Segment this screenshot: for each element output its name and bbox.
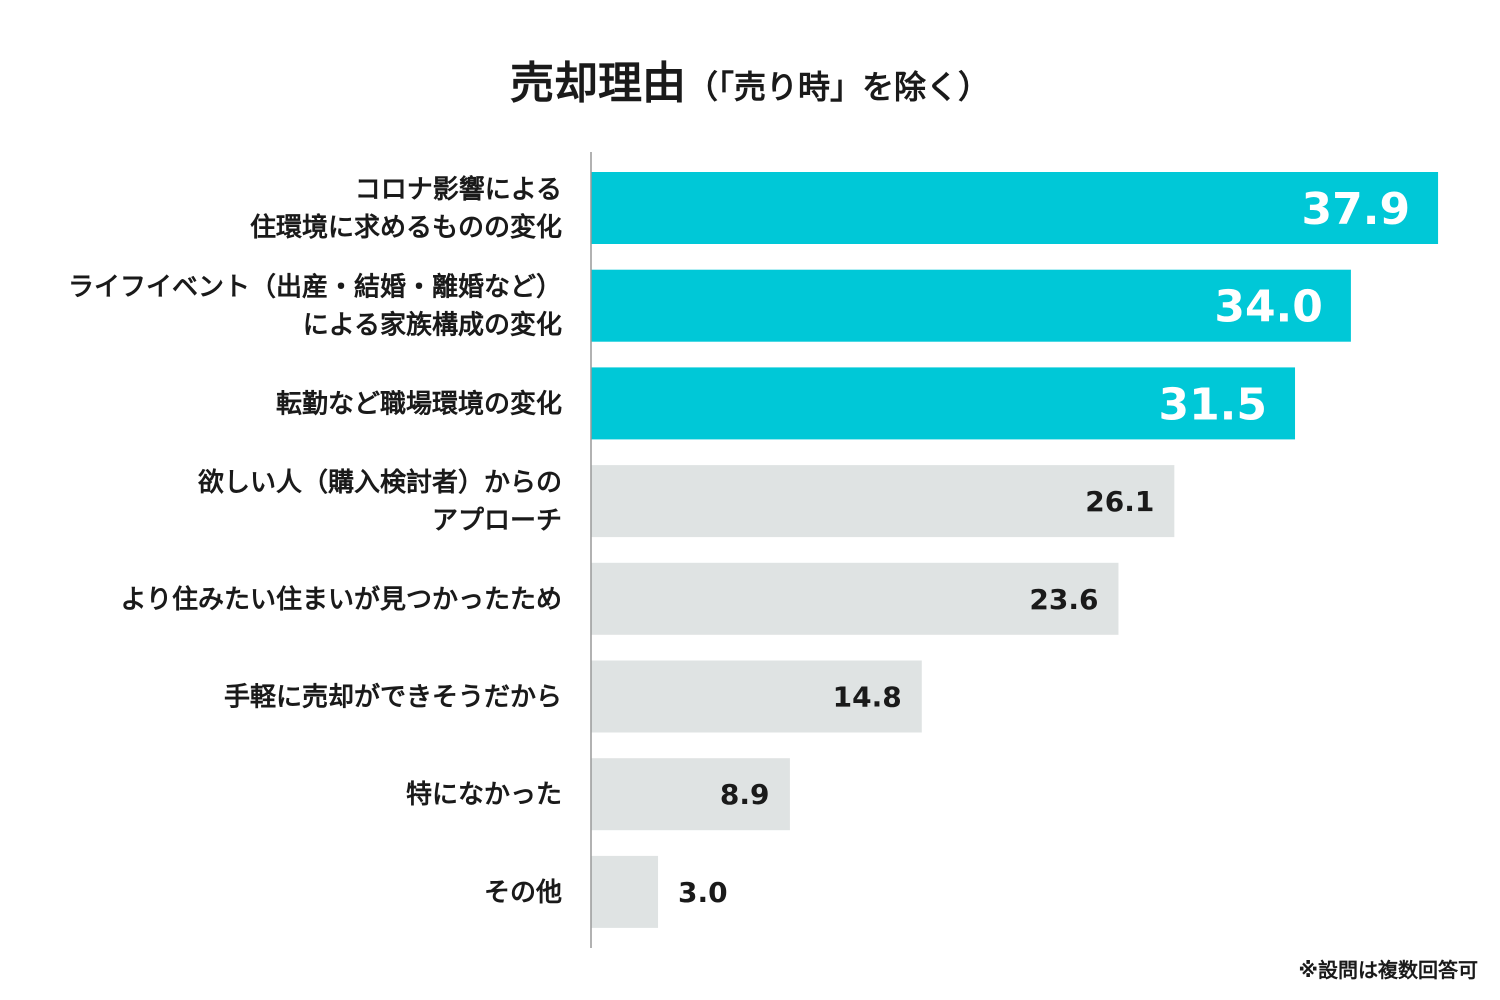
category-label-7: 特になかった (406, 779, 562, 810)
category-label-1-line-2: 住環境に求めるものの変化 (250, 212, 562, 243)
footnote: ※設問は複数回答可 (1299, 958, 1478, 982)
category-label-1-line-1: コロナ影響による (355, 174, 562, 205)
value-label-8: 3.0 (678, 876, 728, 909)
bar-2 (591, 269, 1351, 342)
category-label-7-line-1: 特になかった (406, 779, 562, 810)
category-label-2-line-1: ライフイベント（出産・結婚・離婚など） (68, 272, 562, 303)
category-label-5: より住みたい住まいが見つかったため (121, 584, 562, 615)
category-label-2: ライフイベント（出産・結婚・離婚など） による家族構成の変化 (68, 272, 562, 341)
value-label-4: 26.1 (1085, 485, 1154, 518)
category-label-1: コロナ影響による住環境に求めるものの変化 (250, 174, 562, 243)
category-label-2-line-2: による家族構成の変化 (303, 310, 562, 341)
bar-6 (591, 660, 922, 733)
bar-4 (591, 465, 1175, 538)
bars-group (591, 172, 1439, 928)
category-label-4: 欲しい人（購入検討者）からのアプローチ (197, 467, 562, 536)
value-label-1: 37.9 (1302, 184, 1411, 235)
value-labels-group: 37.9 34.0 31.5 26.1 23.6 14.8 8.9 3.0 (678, 184, 1410, 909)
category-label-8-line-1: その他 (484, 878, 562, 908)
bar-5 (591, 562, 1119, 635)
category-label-6-line-1: 手軽に売却ができそうだから (224, 682, 562, 713)
chart-title: 売却理由（「売り時」を除く） (510, 58, 990, 109)
value-label-2: 34.0 (1214, 282, 1323, 333)
category-label-5-line-1: より住みたい住まいが見つかったため (121, 584, 562, 615)
chart-subtitle: （「売り時」を除く） (686, 68, 990, 106)
value-label-5: 23.6 (1029, 583, 1098, 616)
category-label-4-line-2: アプローチ (432, 506, 562, 536)
category-label-6: 手軽に売却ができそうだから (224, 682, 562, 713)
bar-8 (591, 855, 659, 928)
category-label-8: その他 (484, 878, 562, 908)
value-label-6: 14.8 (833, 681, 902, 714)
chart-title-main: 売却理由 (510, 58, 686, 109)
bar-3 (591, 367, 1296, 440)
value-label-7: 8.9 (720, 778, 770, 811)
bar-1 (591, 172, 1439, 244)
bar-7 (591, 758, 790, 831)
category-label-3-line-1: 転勤など職場環境の変化 (276, 388, 562, 419)
category-label-4-line-1: 欲しい人（購入検討者）からの (197, 467, 562, 498)
category-label-3: 転勤など職場環境の変化 (276, 388, 562, 419)
value-label-3: 31.5 (1158, 379, 1267, 430)
